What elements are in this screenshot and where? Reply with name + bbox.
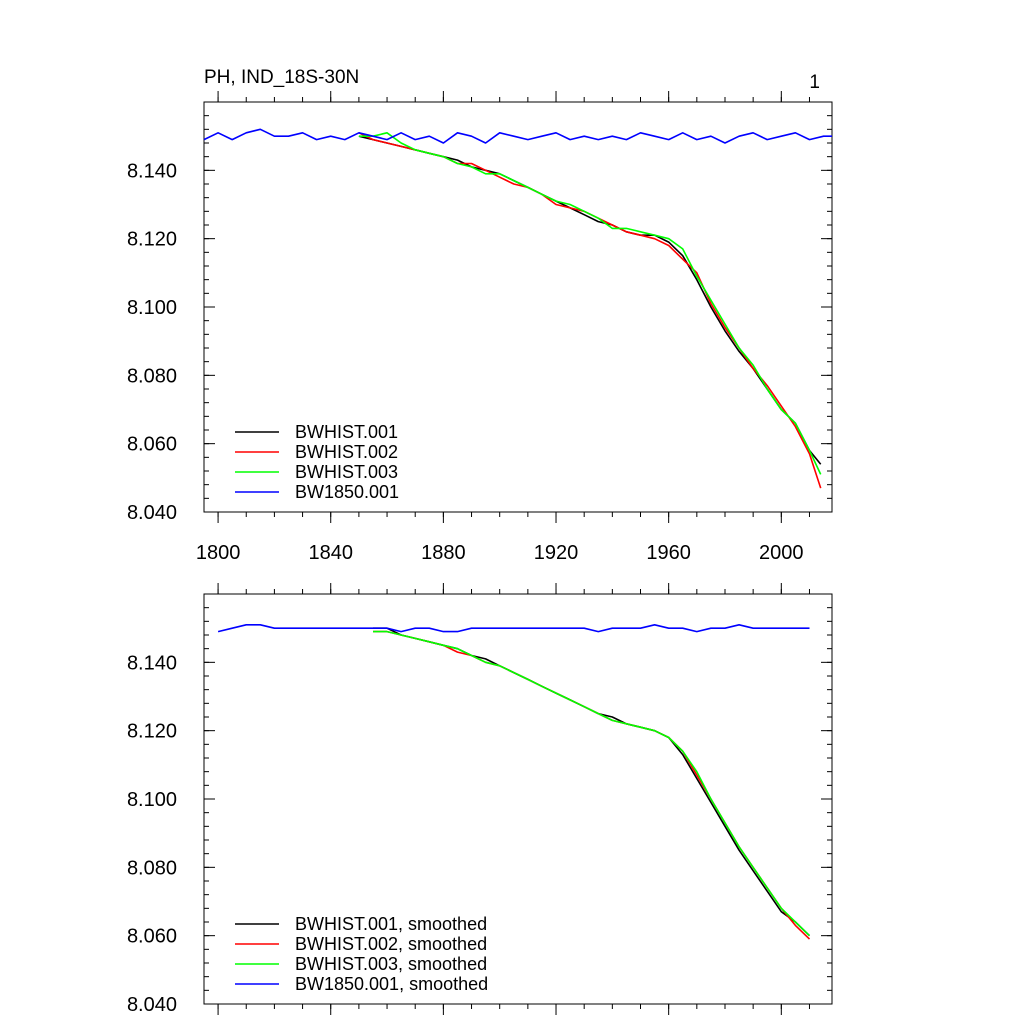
legend-label: BWHIST.003 [295, 462, 398, 482]
series-line-bwhist-001 [358, 135, 822, 465]
chart-title: PH, IND_18S-30N [204, 67, 359, 88]
panel-number: 1 [809, 72, 820, 93]
series-line-bw1850-001 [203, 128, 832, 144]
x-tick-label: 1840 [308, 542, 353, 564]
series-line-bw1850-001-smoothed [217, 623, 810, 633]
series-line-bwhist-003-smoothed [373, 630, 811, 937]
x-tick-label: 2000 [759, 542, 804, 564]
series-line-bwhist-002 [358, 132, 822, 489]
y-tick-label: 8.100 [127, 789, 177, 811]
legend-label: BWHIST.001, smoothed [295, 914, 487, 934]
y-tick-label: 8.080 [127, 857, 177, 879]
series-line-bwhist-002-smoothed [373, 630, 811, 940]
legend-label: BWHIST.001 [295, 422, 398, 442]
plot-panel-smoothed: 8.040 8.060 8.080 8.100 8.120 8.140 BWHIST.001… [127, 583, 833, 1016]
legend-label: BW1850.001, smoothed [295, 974, 488, 994]
y-tick-label: 8.060 [127, 434, 177, 456]
y-tick-label: 8.060 [127, 926, 177, 948]
series-line-bwhist-001-smoothed [373, 627, 811, 937]
x-tick-label: 1800 [196, 542, 241, 564]
series-line-bwhist-003 [358, 132, 822, 475]
plot-panel-raw: 8.040 8.060 8.080 8.100 8.120 8.140 1800 1840 18… [127, 91, 833, 564]
y-tick-label: 8.140 [127, 160, 177, 182]
y-tick-label: 8.120 [127, 229, 177, 251]
legend-label: BWHIST.002 [295, 442, 398, 462]
x-tick-label: 1960 [646, 542, 691, 564]
x-tick-label: 1880 [421, 542, 466, 564]
legend-label: BWHIST.003, smoothed [295, 954, 487, 974]
y-tick-label: 8.100 [127, 297, 177, 319]
y-tick-label: 8.040 [127, 994, 177, 1016]
y-tick-label: 8.040 [127, 502, 177, 524]
y-tick-label: 8.080 [127, 365, 177, 387]
y-tick-label: 8.120 [127, 721, 177, 743]
legend-label: BW1850.001 [295, 482, 399, 502]
legend-label: BWHIST.002, smoothed [295, 934, 487, 954]
y-tick-label: 8.140 [127, 652, 177, 674]
x-tick-label: 1920 [534, 542, 579, 564]
